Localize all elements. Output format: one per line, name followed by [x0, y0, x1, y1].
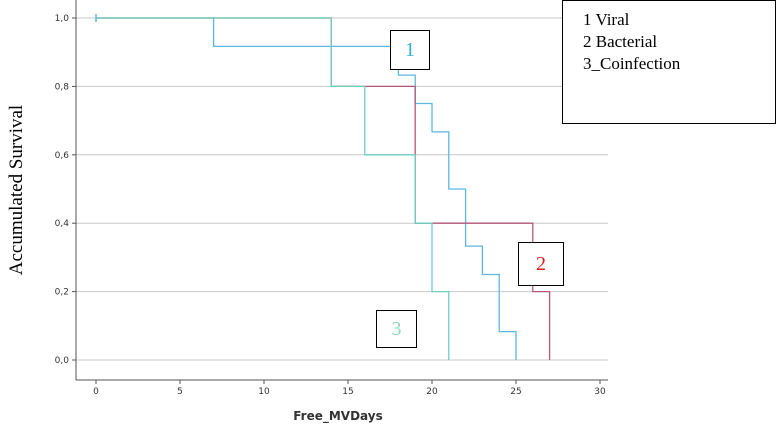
x-axis-label: Free_MVDays [293, 409, 383, 424]
y-axis-label: Accumulated Survival [6, 105, 27, 275]
series-label-bacterial: 2 [518, 242, 564, 286]
grid-lines [76, 17, 608, 361]
x-tick-label: 30 [594, 387, 606, 397]
series-label-viral: 1 [390, 30, 430, 70]
series-label-coinfection: 3 [376, 310, 417, 348]
x-tick-label: 10 [258, 387, 270, 397]
x-tick-label: 15 [342, 387, 353, 397]
legend-entry-coinfection: 3_Coinfection [583, 54, 681, 73]
y-tick-label: 0,0 [55, 356, 70, 366]
series-line-3 [96, 17, 450, 360]
x-tick-label: 5 [177, 387, 183, 397]
x-tick-label: 25 [510, 387, 521, 397]
legend: 1 Viral 2 Bacterial 3_Coinfection [562, 0, 776, 124]
plot-background [76, 0, 608, 380]
y-tick-label: 1,0 [55, 14, 70, 24]
legend-entry-bacterial: 2 Bacterial [583, 32, 658, 51]
y-tick-label: 0,4 [55, 219, 70, 229]
axes: 0,0 0,2 0,4 0,6 0,8 1,0 0 5 10 15 20 25 30 [55, 0, 608, 397]
x-tick-label: 0 [93, 387, 99, 397]
y-tick-label: 0,2 [55, 288, 69, 298]
x-tick-label: 20 [426, 387, 438, 397]
legend-entry-viral: 1 Viral [583, 10, 630, 29]
y-tick-label: 0,8 [55, 82, 70, 92]
y-tick-label: 0,6 [55, 151, 70, 161]
